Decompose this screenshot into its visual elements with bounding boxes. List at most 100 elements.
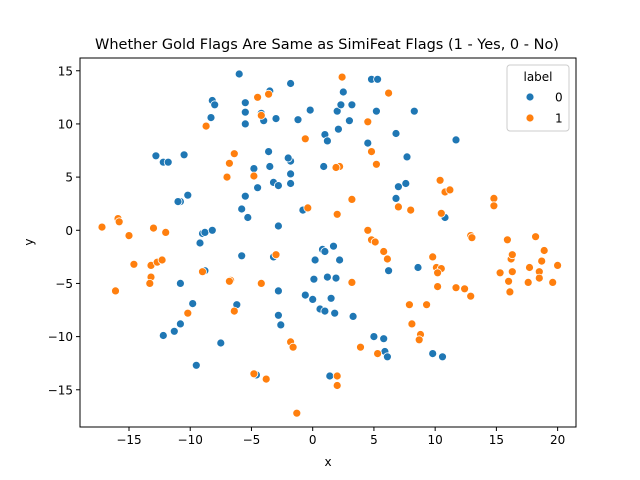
data-point-label-1 (428, 252, 438, 262)
x-tick-label: 20 (550, 433, 565, 447)
data-point-label-0 (325, 371, 335, 381)
data-point-label-1 (300, 134, 310, 144)
y-axis-label: y (22, 238, 36, 245)
y-tick-label: 10 (58, 117, 73, 131)
data-point-label-1 (433, 268, 443, 278)
x-axis-label: x (324, 455, 331, 469)
data-point-label-1 (504, 276, 514, 286)
data-point-label-1 (467, 233, 477, 243)
data-point-label-1 (201, 121, 211, 131)
data-point-label-0 (309, 274, 319, 284)
data-point-label-1 (379, 247, 389, 256)
data-point-label-0 (363, 138, 373, 148)
data-point-label-0 (319, 162, 329, 171)
data-point-label-1 (332, 381, 342, 390)
data-point-label-1 (161, 227, 171, 237)
data-point-label-0 (402, 152, 412, 162)
data-point-label-0 (369, 332, 379, 342)
data-point-label-0 (240, 98, 250, 108)
data-point-label-0 (175, 319, 185, 329)
data-point-label-0 (169, 326, 179, 336)
data-point-label-0 (207, 225, 217, 235)
data-point-label-0 (379, 334, 389, 344)
data-point-label-0 (438, 352, 447, 362)
data-point-label-1 (229, 149, 239, 159)
data-point-label-0 (322, 272, 332, 282)
data-point-label-0 (336, 100, 346, 110)
data-point-label-1 (224, 276, 234, 286)
data-point-label-1 (271, 250, 281, 260)
data-point-label-0 (243, 213, 253, 222)
data-point-label-0 (335, 255, 345, 265)
data-point-label-0 (188, 299, 198, 309)
data-point-label-0 (173, 197, 183, 207)
data-point-label-1 (363, 117, 373, 127)
x-tick-label: 10 (428, 433, 443, 447)
data-point-label-0 (373, 74, 383, 84)
x-axis: −15 −10 −5 0 5 10 15 20 (116, 427, 565, 447)
data-point-label-0 (191, 360, 201, 370)
data-point-label-1 (249, 171, 259, 181)
data-point-label-1 (531, 232, 540, 242)
y-tick-label: 15 (58, 64, 73, 78)
data-point-label-1 (507, 267, 517, 277)
data-point-label-1 (347, 277, 357, 287)
legend: label 0 1 (506, 64, 570, 132)
data-point-label-1 (356, 342, 365, 352)
data-point-label-0 (210, 100, 220, 110)
x-tick-label: 0 (309, 433, 317, 447)
data-point-label-0 (322, 136, 332, 146)
y-tick-label: −5 (55, 277, 73, 291)
data-point-label-1 (433, 282, 443, 292)
data-point-label-1 (407, 319, 417, 329)
data-point-label-0 (240, 119, 250, 129)
data-point-label-0 (183, 190, 193, 200)
data-point-label-1 (445, 185, 455, 195)
data-point-label-0 (249, 164, 259, 174)
data-point-label-1 (264, 89, 274, 99)
y-axis: −15 −10 −5 0 5 10 15 (48, 64, 80, 397)
x-tick-label: 15 (489, 433, 504, 447)
data-point-label-1 (382, 254, 392, 264)
data-point-label-1 (332, 371, 342, 381)
y-tick-label: 5 (65, 171, 73, 185)
data-point-label-0 (264, 147, 274, 157)
data-point-label-0 (286, 79, 296, 88)
data-point-label-1 (256, 111, 266, 120)
y-tick-label: −10 (48, 330, 73, 344)
data-point-label-1 (505, 287, 515, 297)
data-point-label-1 (261, 374, 271, 384)
data-point-label-1 (249, 369, 259, 379)
data-point-label-0 (286, 179, 296, 188)
data-point-label-1 (414, 335, 424, 345)
data-point-label-1 (525, 263, 534, 272)
data-point-label-1 (553, 260, 562, 270)
data-point-label-1 (523, 277, 533, 287)
legend-title: label (523, 70, 552, 84)
data-point-label-0 (273, 181, 283, 191)
data-point-label-1 (460, 284, 470, 294)
data-point-label-0 (240, 191, 250, 201)
data-point-label-0 (308, 294, 318, 304)
data-point-label-0 (428, 349, 438, 359)
data-point-label-0 (344, 116, 354, 126)
data-point-label-0 (234, 69, 244, 79)
data-point-label-1 (371, 159, 381, 169)
data-point-label-0 (163, 157, 173, 167)
data-point-label-0 (200, 227, 210, 237)
data-point-label-1 (539, 246, 549, 255)
data-point-label-0 (331, 273, 341, 283)
data-point-label-0 (382, 352, 392, 362)
legend-entry-label: 0 (555, 91, 563, 105)
data-point-label-1 (370, 237, 380, 247)
data-point-label-0 (391, 193, 401, 203)
data-point-label-0 (293, 115, 303, 125)
data-point-label-0 (151, 151, 161, 161)
data-point-label-1 (149, 223, 158, 233)
data-point-label-1 (393, 202, 403, 212)
data-point-label-1 (332, 209, 342, 219)
data-point-label-0 (175, 278, 185, 288)
data-point-label-0 (401, 179, 411, 188)
points-layer (97, 69, 562, 418)
